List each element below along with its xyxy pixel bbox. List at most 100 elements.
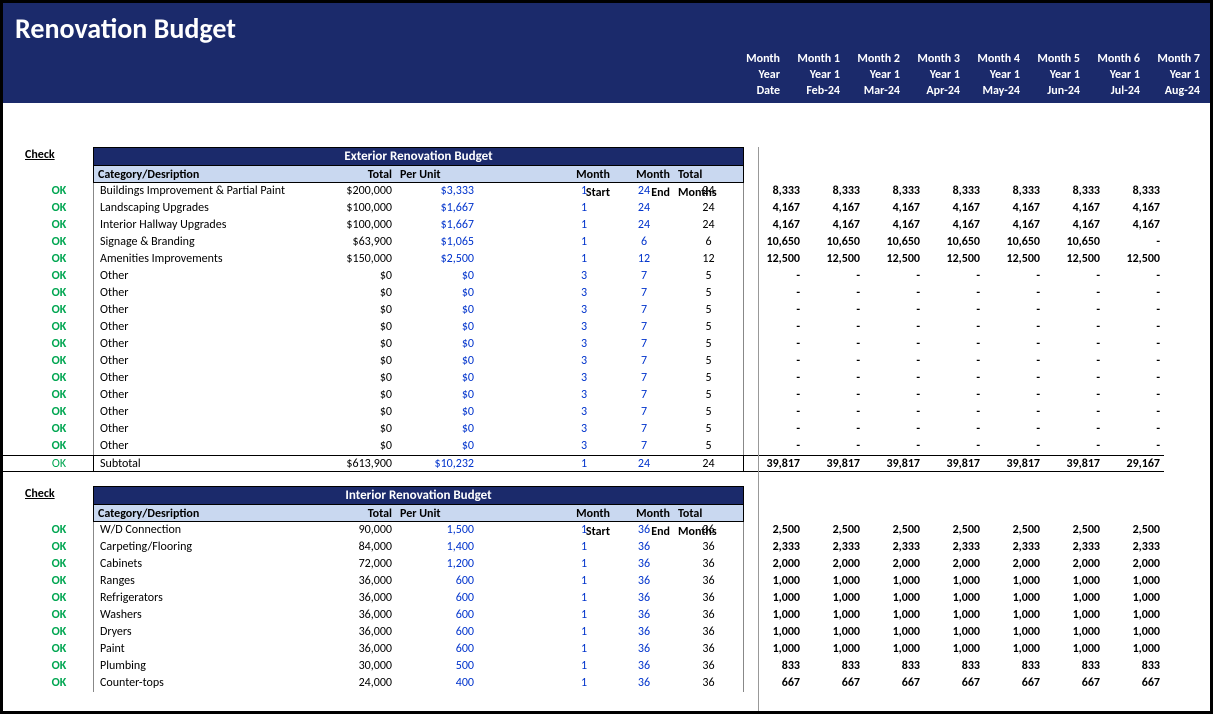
row-month-start[interactable]: 3 <box>554 336 614 353</box>
row-total-months[interactable]: 24 <box>674 217 744 234</box>
month-value[interactable]: - <box>804 268 864 285</box>
month-value[interactable]: 2,000 <box>804 556 864 573</box>
row-total-months[interactable]: 5 <box>674 353 744 370</box>
row-month-start[interactable]: 3 <box>554 353 614 370</box>
month-value[interactable]: - <box>924 404 984 421</box>
row-per-unit[interactable]: $3,333 <box>396 183 478 200</box>
month-value[interactable]: - <box>1104 370 1164 387</box>
month-value[interactable]: 4,167 <box>1044 200 1104 217</box>
month-value[interactable]: 1,000 <box>804 641 864 658</box>
row-month-start[interactable]: 3 <box>554 285 614 302</box>
row-description[interactable]: Plumbing <box>93 658 318 675</box>
month-value[interactable]: - <box>1044 438 1104 455</box>
row-description[interactable]: Other <box>93 285 318 302</box>
month-value[interactable]: - <box>1044 268 1104 285</box>
row-description[interactable]: Other <box>93 268 318 285</box>
month-value[interactable]: - <box>1104 336 1164 353</box>
month-value[interactable]: - <box>984 404 1044 421</box>
row-total[interactable]: $0 <box>318 370 396 387</box>
month-value[interactable]: - <box>864 319 924 336</box>
month-value[interactable]: 1,000 <box>1044 641 1104 658</box>
month-value[interactable]: - <box>744 285 804 302</box>
month-value[interactable]: - <box>984 285 1044 302</box>
month-value[interactable]: 2,000 <box>864 556 924 573</box>
month-value[interactable]: 1,000 <box>924 624 984 641</box>
row-month-end[interactable]: 24 <box>614 183 674 200</box>
row-total-months[interactable]: 5 <box>674 285 744 302</box>
month-value[interactable]: 1,000 <box>984 573 1044 590</box>
month-value[interactable]: 8,333 <box>924 183 984 200</box>
month-value[interactable]: - <box>1044 319 1104 336</box>
month-value[interactable]: - <box>1044 302 1104 319</box>
row-total-months[interactable]: 36 <box>674 573 744 590</box>
month-value[interactable]: - <box>1104 438 1164 455</box>
row-per-unit[interactable]: $1,667 <box>396 200 478 217</box>
month-value[interactable]: 1,000 <box>1044 607 1104 624</box>
row-total[interactable]: $0 <box>318 387 396 404</box>
month-value[interactable]: 667 <box>804 675 864 692</box>
month-value[interactable]: - <box>984 319 1044 336</box>
row-total[interactable]: 30,000 <box>318 658 396 675</box>
month-value[interactable]: - <box>1044 421 1104 438</box>
month-value[interactable]: 4,167 <box>984 217 1044 234</box>
month-value[interactable]: 1,000 <box>1104 590 1164 607</box>
month-value[interactable]: - <box>1104 421 1164 438</box>
row-total-months[interactable]: 5 <box>674 302 744 319</box>
month-value[interactable]: - <box>744 353 804 370</box>
month-value[interactable]: - <box>1104 353 1164 370</box>
month-value[interactable]: 1,000 <box>744 624 804 641</box>
month-value[interactable]: 2,000 <box>984 556 1044 573</box>
month-value[interactable]: - <box>804 438 864 455</box>
month-value[interactable]: - <box>924 268 984 285</box>
row-per-unit[interactable]: 600 <box>396 590 478 607</box>
row-total[interactable]: 72,000 <box>318 556 396 573</box>
row-per-unit[interactable]: $1,065 <box>396 234 478 251</box>
row-month-start[interactable]: 3 <box>554 421 614 438</box>
row-month-start[interactable]: 3 <box>554 387 614 404</box>
month-value[interactable]: - <box>744 404 804 421</box>
month-value[interactable]: - <box>804 353 864 370</box>
row-total[interactable]: 36,000 <box>318 641 396 658</box>
month-value[interactable]: - <box>804 404 864 421</box>
row-per-unit[interactable]: $10,232 <box>396 455 478 472</box>
month-value[interactable]: - <box>984 268 1044 285</box>
month-value[interactable]: - <box>924 353 984 370</box>
row-per-unit[interactable]: 500 <box>396 658 478 675</box>
row-total[interactable]: $0 <box>318 268 396 285</box>
row-month-end[interactable]: 7 <box>614 353 674 370</box>
month-value[interactable]: 1,000 <box>744 573 804 590</box>
row-month-start[interactable]: 1 <box>554 624 614 641</box>
month-value[interactable]: - <box>1104 302 1164 319</box>
month-value[interactable]: 1,000 <box>744 590 804 607</box>
row-month-end[interactable]: 7 <box>614 268 674 285</box>
month-value[interactable]: 1,000 <box>924 590 984 607</box>
row-description[interactable]: Other <box>93 302 318 319</box>
row-month-end[interactable]: 24 <box>614 217 674 234</box>
month-value[interactable]: 2,333 <box>804 539 864 556</box>
month-value[interactable]: 1,000 <box>984 590 1044 607</box>
row-description[interactable]: Subtotal <box>93 455 318 472</box>
month-value[interactable]: 1,000 <box>864 573 924 590</box>
row-total-months[interactable]: 5 <box>674 336 744 353</box>
row-month-start[interactable]: 1 <box>554 573 614 590</box>
month-value[interactable]: - <box>1104 319 1164 336</box>
month-value[interactable]: - <box>744 268 804 285</box>
month-value[interactable]: 39,817 <box>744 455 804 472</box>
row-month-end[interactable]: 7 <box>614 336 674 353</box>
month-value[interactable]: - <box>864 387 924 404</box>
month-value[interactable]: 1,000 <box>744 641 804 658</box>
month-value[interactable]: - <box>984 438 1044 455</box>
row-total-months[interactable]: 12 <box>674 251 744 268</box>
month-value[interactable]: - <box>804 319 864 336</box>
month-value[interactable]: 2,500 <box>804 522 864 539</box>
month-value[interactable]: 4,167 <box>984 200 1044 217</box>
row-description[interactable]: Refrigerators <box>93 590 318 607</box>
row-month-start[interactable]: 1 <box>554 200 614 217</box>
month-value[interactable]: 4,167 <box>864 200 924 217</box>
month-value[interactable]: - <box>864 404 924 421</box>
month-value[interactable]: 833 <box>924 658 984 675</box>
row-description[interactable]: Other <box>93 421 318 438</box>
month-value[interactable]: 4,167 <box>864 217 924 234</box>
month-value[interactable]: - <box>804 370 864 387</box>
month-value[interactable]: 39,817 <box>864 455 924 472</box>
